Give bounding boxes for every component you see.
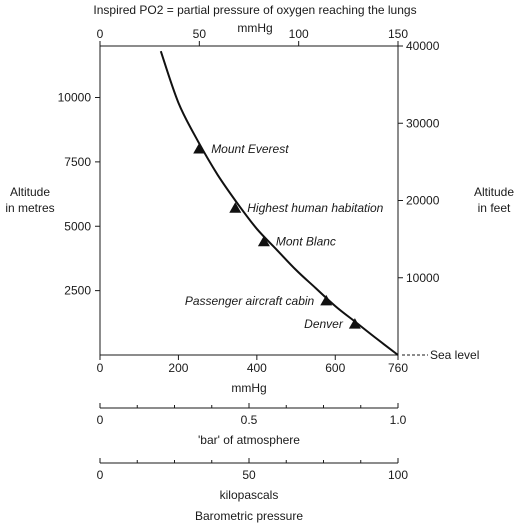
top-tick-label: 50 [193, 27, 207, 41]
right-axis-label-line2: in feet [478, 201, 511, 215]
left-axis-label-line2: in metres [5, 201, 54, 215]
bar-scale-ticks: 0 0.5 1.0 [97, 403, 407, 427]
bar-tick-label: 0 [97, 413, 104, 427]
landmark-marker-denver [348, 318, 361, 329]
right-tick-label: 30000 [406, 116, 440, 130]
chart-title: Inspired PO2 = partial pressure of oxyge… [93, 3, 416, 17]
kpa-scale-label: kilopascals [220, 488, 279, 502]
footer-label: Barometric pressure [195, 509, 303, 523]
left-tick-label: 7500 [64, 155, 91, 169]
landmarks: Mount Everest Highest human habitation Mon… [185, 142, 384, 331]
left-tick-label: 10000 [58, 91, 92, 105]
top-tick-label: 150 [388, 27, 408, 41]
landmark-label-passenger-aircraft-cabin: Passenger aircraft cabin [185, 294, 315, 308]
sea-level-label: Sea level [430, 348, 479, 362]
kpa-scale-ticks: 0 50 100 [97, 458, 408, 482]
landmark-label-denver: Denver [304, 317, 344, 331]
top-tick-label: 0 [97, 27, 104, 41]
landmark-marker-mount-everest [193, 143, 206, 154]
left-axis-label-line1: Altitude [10, 185, 50, 199]
landmark-marker-highest-human-habitation [229, 202, 242, 213]
bottom-tick-label: 400 [247, 361, 267, 375]
top-axis-unit: mmHg [237, 21, 272, 35]
right-tick-label: 40000 [406, 39, 440, 53]
left-axis-ticks: 2500 5000 7500 10000 [58, 91, 100, 298]
left-tick-label: 5000 [64, 219, 91, 233]
bar-tick-label: 0.5 [241, 413, 258, 427]
bottom-axis-label: mmHg [231, 381, 266, 395]
kpa-tick-label: 0 [97, 468, 104, 482]
landmark-marker-mont-blanc [257, 235, 270, 247]
landmark-marker-passenger-aircraft-cabin [320, 294, 333, 306]
bottom-tick-label: 600 [325, 361, 345, 375]
kpa-tick-label: 50 [242, 468, 256, 482]
landmark-label-mont-blanc: Mont Blanc [276, 235, 336, 249]
kpa-tick-label: 100 [388, 468, 408, 482]
top-axis-ticks: 0 50 100 150 [97, 27, 408, 46]
right-axis-label-line1: Altitude [474, 185, 514, 199]
top-tick-label: 100 [289, 27, 309, 41]
bottom-axis-ticks: 0 200 400 600 760 [97, 355, 408, 375]
bottom-tick-label: 200 [168, 361, 188, 375]
bar-tick-label: 1.0 [390, 413, 407, 427]
right-axis-ticks: 10000 20000 30000 40000 [398, 39, 440, 285]
landmark-label-mount-everest: Mount Everest [211, 142, 289, 156]
landmark-label-highest-human-habitation: Highest human habitation [247, 201, 383, 215]
left-tick-label: 2500 [64, 284, 91, 298]
right-tick-label: 10000 [406, 271, 440, 285]
right-tick-label: 20000 [406, 194, 440, 208]
bottom-tick-label: 760 [388, 361, 408, 375]
bar-scale-label: 'bar' of atmosphere [198, 433, 300, 447]
bottom-tick-label: 0 [97, 361, 104, 375]
